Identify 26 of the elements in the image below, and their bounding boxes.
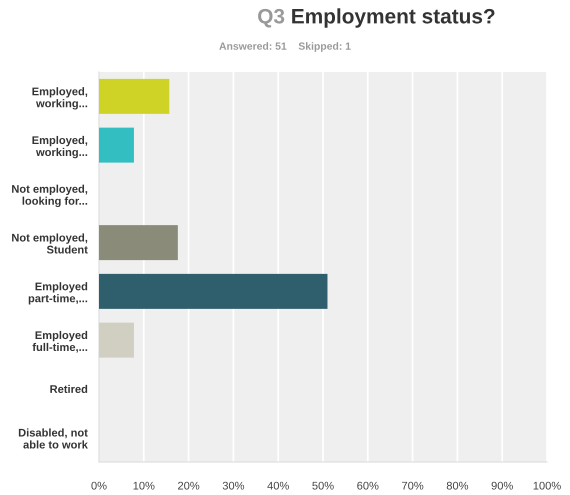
y-tick-label: Employed full-time,...	[32, 330, 88, 353]
bar	[99, 274, 328, 309]
x-tick-label: 30%	[222, 482, 244, 490]
y-tick-label: Not employed, looking for...	[12, 184, 88, 208]
y-tick-label: Employed part-time,...	[28, 282, 88, 304]
y-tick-label: Disabled, not able to work	[18, 428, 88, 449]
chart-title: Q3 Employment status?	[258, 8, 494, 28]
y-tick-label: Employed, working...	[32, 87, 88, 110]
bar	[99, 128, 134, 163]
x-tick-label: 40%	[267, 482, 289, 490]
x-tick-label: 10%	[134, 482, 155, 490]
y-tick-label: Not employed, Student	[12, 233, 88, 254]
x-tick-label: 0%	[91, 482, 107, 490]
y-tick-label: Retired	[50, 384, 88, 394]
x-tick-label: 100%	[534, 482, 561, 490]
bar	[99, 78, 170, 114]
x-tick-label: 70%	[402, 482, 424, 490]
x-tick-label: 60%	[357, 482, 379, 490]
x-tick-label: 50%	[312, 482, 334, 490]
x-tick-label: 80%	[446, 482, 468, 490]
bar	[99, 322, 134, 358]
x-tick-label: 90%	[492, 482, 513, 490]
x-tick-label: 20%	[178, 482, 200, 490]
bar	[99, 225, 178, 260]
y-tick-label: Employed, working...	[32, 136, 88, 158]
chart-subtitle: Answered: 51 Skipped: 1	[219, 42, 351, 52]
